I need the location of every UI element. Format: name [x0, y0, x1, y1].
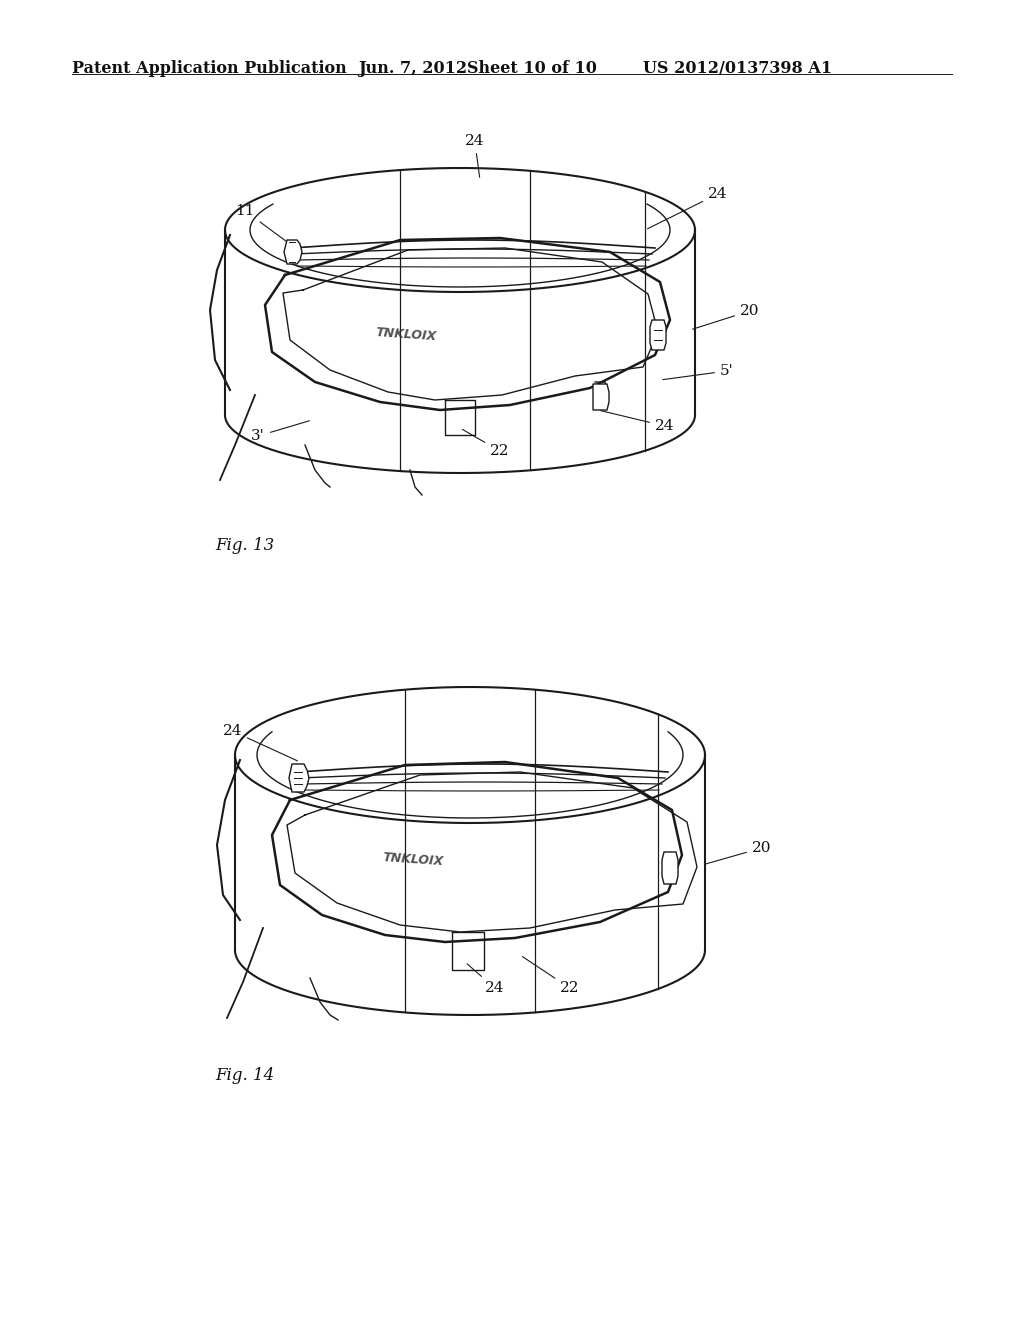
Polygon shape	[662, 851, 678, 884]
Text: Patent Application Publication: Patent Application Publication	[72, 59, 347, 77]
Text: 20: 20	[692, 304, 760, 329]
Text: 5': 5'	[663, 364, 734, 380]
Text: Fig. 13: Fig. 13	[215, 537, 274, 554]
Polygon shape	[284, 240, 302, 264]
Text: 11: 11	[236, 205, 296, 248]
Polygon shape	[289, 764, 309, 792]
Text: 24: 24	[601, 411, 675, 433]
Text: 24: 24	[222, 723, 298, 760]
Text: TNKLOIX: TNKLOIX	[382, 851, 443, 869]
Text: Sheet 10 of 10: Sheet 10 of 10	[467, 59, 597, 77]
Text: TNKLOIX: TNKLOIX	[375, 326, 437, 343]
Text: US 2012/0137398 A1: US 2012/0137398 A1	[643, 59, 833, 77]
Text: 24: 24	[467, 964, 505, 995]
Text: 20: 20	[705, 841, 771, 865]
Text: 3': 3'	[251, 421, 309, 444]
Text: Jun. 7, 2012: Jun. 7, 2012	[358, 59, 467, 77]
Text: Fig. 14: Fig. 14	[215, 1067, 274, 1084]
Polygon shape	[650, 319, 666, 350]
Text: 22: 22	[522, 957, 580, 995]
Text: 22: 22	[463, 429, 510, 458]
Text: 24: 24	[647, 187, 727, 228]
Text: 24: 24	[465, 135, 484, 177]
Polygon shape	[593, 384, 609, 411]
